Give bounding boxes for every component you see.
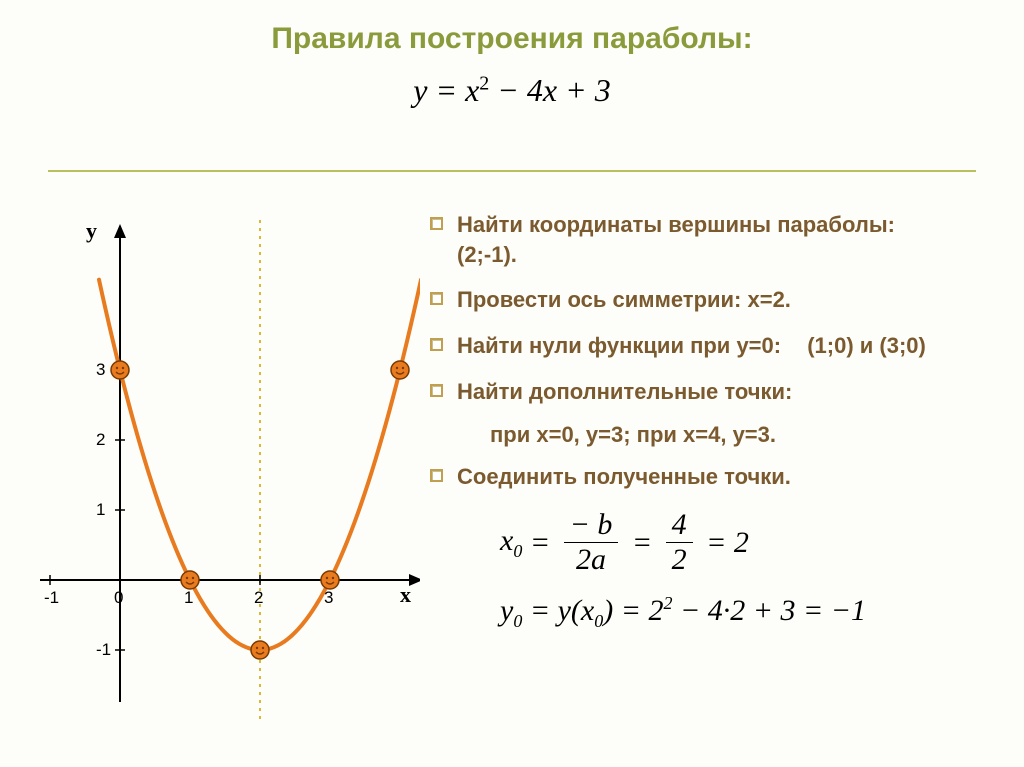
eq-lhs: y — [413, 72, 427, 108]
step-item: Найти координаты вершины параболы: (2;-1… — [430, 210, 974, 269]
x0-formula: x0 = − b2a = 42 = 2 — [500, 510, 974, 575]
step-text: Провести ось симметрии: х=2. — [457, 285, 974, 315]
step-text: Соединить полученные точки. — [457, 462, 974, 492]
x-tick-label: -1 — [44, 588, 59, 608]
x-tick-label: 1 — [184, 588, 193, 608]
step-text: Найти нули функции при у=0: (1;0) и (3;0… — [457, 331, 974, 361]
main-equation: y = x2 − 4x + 3 — [0, 72, 1024, 109]
y-tick-label: -1 — [96, 640, 111, 660]
y-tick-label: 1 — [96, 500, 105, 520]
bullet-icon — [430, 292, 443, 305]
chart-marker — [391, 361, 409, 379]
steps-column: Найти координаты вершины параболы: (2;-1… — [430, 180, 1024, 767]
chart-marker — [181, 571, 199, 589]
slide-title: Правила построения параболы: — [0, 0, 1024, 56]
x-tick-label: 2 — [254, 588, 263, 608]
step-item: Соединить полученные точки. — [430, 462, 974, 492]
y-tick-label: 3 — [96, 360, 105, 380]
y-axis-label: y — [86, 218, 97, 244]
chart-marker — [251, 641, 269, 659]
chart-column: y x -1 0 1 2 3 -1 1 2 3 — [0, 180, 430, 740]
step-text: Найти координаты вершины параболы: (2;-1… — [457, 210, 974, 269]
step-item: Провести ось симметрии: х=2. — [430, 285, 974, 315]
bullet-icon — [430, 469, 443, 482]
x-tick-label: 0 — [114, 588, 123, 608]
step-sub: при х=0, у=3; при х=4, у=3. — [490, 422, 974, 448]
formulas-block: x0 = − b2a = 42 = 2 y0 = y(x0) = 22 − 4·… — [500, 510, 974, 632]
y0-formula: y0 = y(x0) = 22 − 4·2 + 3 = −1 — [500, 593, 974, 632]
step-text: Найти дополнительные точки: — [457, 377, 974, 407]
bullet-icon — [430, 338, 443, 351]
content-area: y x -1 0 1 2 3 -1 1 2 3 Найти координаты вершины… — [0, 180, 1024, 767]
divider-line — [48, 170, 976, 172]
y-tick-label: 2 — [96, 430, 105, 450]
x-axis-label: x — [400, 582, 411, 608]
chart-marker — [111, 361, 129, 379]
parabola-chart: y x -1 0 1 2 3 -1 1 2 3 — [40, 220, 420, 720]
bullet-icon — [430, 384, 443, 397]
x-tick-label: 3 — [324, 588, 333, 608]
bullet-icon — [430, 217, 443, 230]
chart-marker — [321, 571, 339, 589]
step-item: Найти дополнительные точки: — [430, 377, 974, 407]
step-item: Найти нули функции при у=0: (1;0) и (3;0… — [430, 331, 974, 361]
